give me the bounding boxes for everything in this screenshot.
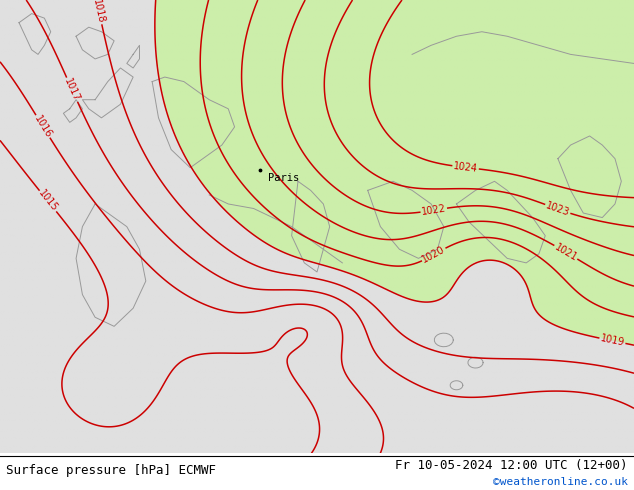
Text: 1020: 1020 [420, 245, 447, 265]
Text: 1019: 1019 [599, 333, 625, 348]
Text: 1018: 1018 [91, 0, 107, 24]
Text: 1024: 1024 [453, 161, 479, 174]
Text: 1015: 1015 [36, 188, 60, 214]
Text: 1021: 1021 [553, 242, 579, 263]
Text: Fr 10-05-2024 12:00 UTC (12+00): Fr 10-05-2024 12:00 UTC (12+00) [395, 459, 628, 471]
Text: Surface pressure [hPa] ECMWF: Surface pressure [hPa] ECMWF [6, 465, 216, 477]
Text: 1022: 1022 [421, 203, 447, 217]
Text: Paris: Paris [268, 173, 299, 183]
Text: 1017: 1017 [63, 76, 82, 103]
Text: 1016: 1016 [32, 113, 54, 140]
Text: ©weatheronline.co.uk: ©weatheronline.co.uk [493, 477, 628, 487]
Text: 1023: 1023 [545, 200, 571, 218]
